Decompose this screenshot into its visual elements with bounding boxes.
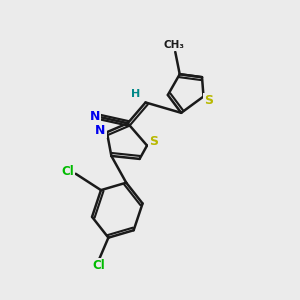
Text: H: H — [131, 89, 141, 99]
Text: S: S — [149, 136, 158, 148]
Text: S: S — [204, 94, 213, 106]
Text: N: N — [95, 124, 106, 137]
Text: Cl: Cl — [92, 260, 105, 272]
Text: CH₃: CH₃ — [163, 40, 184, 50]
Text: N: N — [90, 110, 100, 123]
Text: Cl: Cl — [61, 165, 74, 178]
